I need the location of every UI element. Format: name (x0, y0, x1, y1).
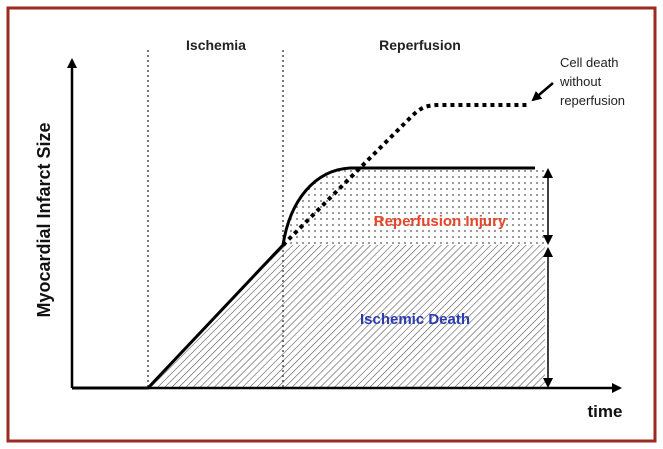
phase-label: Reperfusion (379, 37, 461, 53)
annotation: reperfusion (560, 93, 625, 108)
pointer-arrow (531, 82, 554, 102)
annotation: without (559, 74, 602, 89)
annotation: Cell death (560, 55, 619, 70)
no-reperfusion-curve (281, 103, 530, 247)
injury-area (283, 168, 545, 245)
ischemic-area (148, 245, 545, 388)
annotation: Ischemic Death (360, 311, 470, 328)
annotation: Reperfusion Injury (374, 213, 507, 230)
x-axis-label: time (588, 402, 623, 421)
y-axis-label: Myocardial Infarct Size (34, 122, 54, 317)
phase-label: Ischemia (186, 37, 246, 53)
